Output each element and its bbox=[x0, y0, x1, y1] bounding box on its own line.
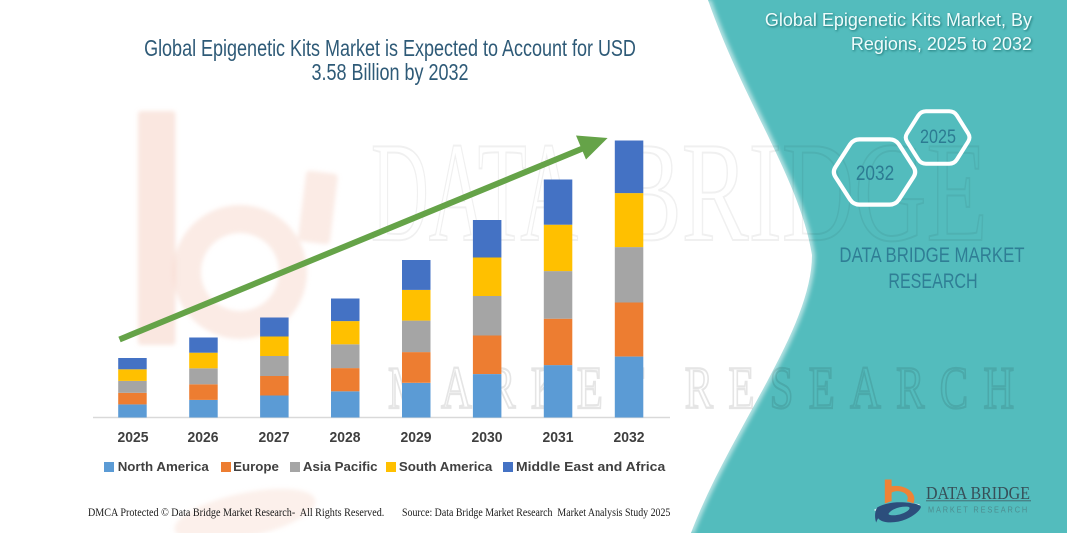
svg-text:DATA BRIDGE: DATA BRIDGE bbox=[926, 483, 1030, 503]
svg-text:MARKET RESEARCH: MARKET RESEARCH bbox=[928, 505, 1029, 514]
